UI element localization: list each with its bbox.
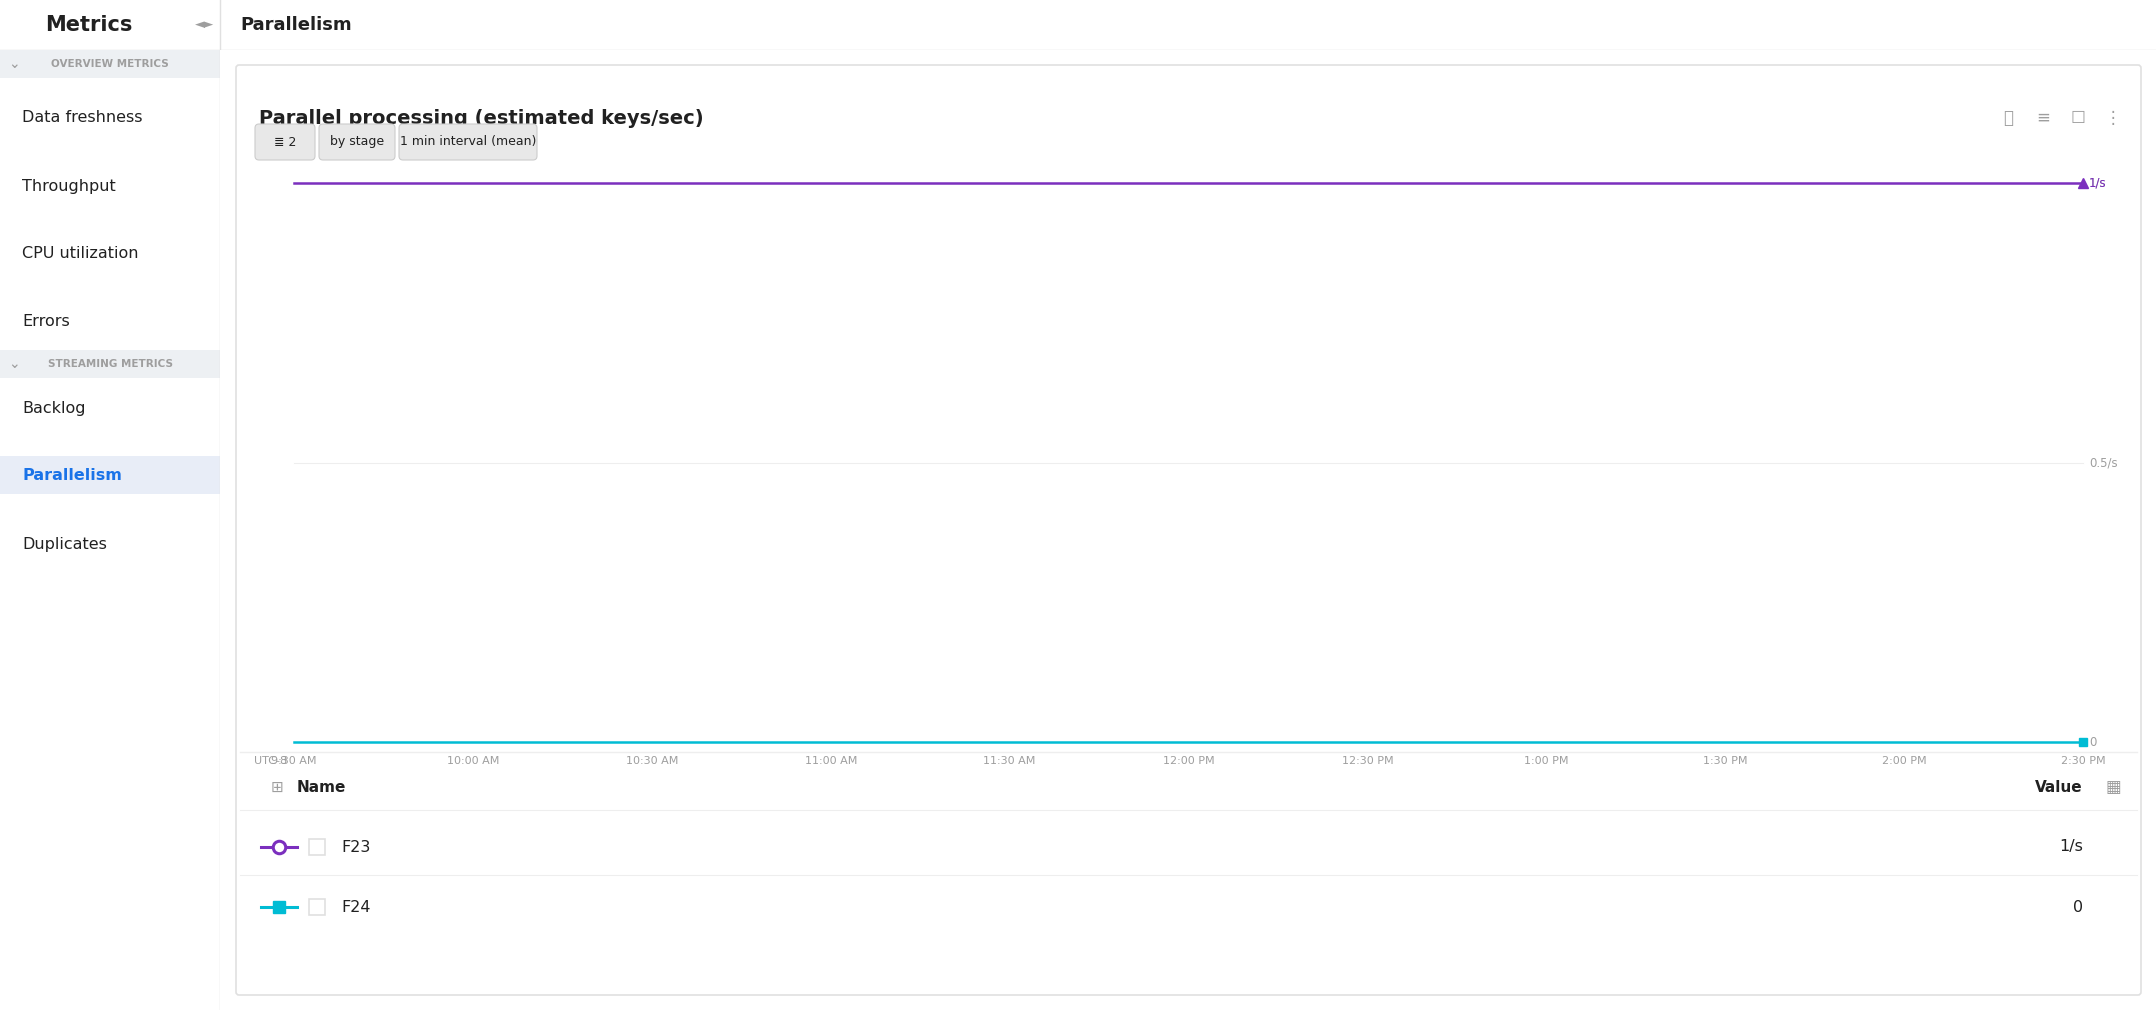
Text: Metrics: Metrics bbox=[45, 15, 132, 35]
Text: F24: F24 bbox=[341, 900, 371, 914]
Text: 1:30 PM: 1:30 PM bbox=[1703, 756, 1749, 766]
FancyBboxPatch shape bbox=[399, 124, 537, 160]
Text: 10:30 AM: 10:30 AM bbox=[625, 756, 677, 766]
Text: 10:00 AM: 10:00 AM bbox=[446, 756, 498, 766]
FancyBboxPatch shape bbox=[319, 124, 395, 160]
Text: 11:00 AM: 11:00 AM bbox=[804, 756, 856, 766]
Text: 0: 0 bbox=[2089, 735, 2096, 748]
Text: 🔍: 🔍 bbox=[2003, 109, 2014, 127]
Text: ⋮: ⋮ bbox=[2104, 109, 2122, 127]
Text: 2:30 PM: 2:30 PM bbox=[2061, 756, 2104, 766]
Text: ⊞: ⊞ bbox=[272, 780, 282, 795]
Text: 1/s: 1/s bbox=[2059, 839, 2083, 854]
Bar bbox=[0, 50, 220, 78]
Text: Errors: Errors bbox=[22, 314, 69, 329]
Text: ⌄: ⌄ bbox=[9, 57, 19, 71]
Bar bbox=[308, 839, 326, 855]
Text: Throughput: Throughput bbox=[22, 179, 116, 194]
Text: UTC-8: UTC-8 bbox=[254, 756, 287, 766]
Text: Parallelism: Parallelism bbox=[239, 16, 351, 34]
Bar bbox=[0, 350, 220, 378]
Text: Parallel processing (estimated keys/sec): Parallel processing (estimated keys/sec) bbox=[259, 108, 703, 127]
Text: ≡: ≡ bbox=[2035, 109, 2050, 127]
Text: 0: 0 bbox=[2072, 900, 2083, 914]
Text: Duplicates: Duplicates bbox=[22, 536, 108, 551]
Text: ☐: ☐ bbox=[2070, 109, 2085, 127]
Bar bbox=[0, 456, 220, 494]
Text: STREAMING METRICS: STREAMING METRICS bbox=[47, 359, 172, 369]
Text: 1/s: 1/s bbox=[2089, 177, 2106, 190]
Text: 12:00 PM: 12:00 PM bbox=[1162, 756, 1214, 766]
Text: Data freshness: Data freshness bbox=[22, 110, 142, 125]
Text: 11:30 AM: 11:30 AM bbox=[983, 756, 1035, 766]
Text: 9:30 AM: 9:30 AM bbox=[272, 756, 317, 766]
Text: CPU utilization: CPU utilization bbox=[22, 246, 138, 262]
Text: 1/s: 1/s bbox=[2089, 177, 2106, 190]
Text: Parallelism: Parallelism bbox=[22, 469, 123, 484]
Text: 2:00 PM: 2:00 PM bbox=[1882, 756, 1927, 766]
Text: ▦: ▦ bbox=[2104, 778, 2122, 796]
Text: ◄►: ◄► bbox=[196, 18, 216, 31]
FancyBboxPatch shape bbox=[235, 65, 2141, 995]
Text: ≣ 2: ≣ 2 bbox=[274, 135, 295, 148]
Text: ⌄: ⌄ bbox=[9, 357, 19, 371]
Text: 1 min interval (mean): 1 min interval (mean) bbox=[399, 135, 537, 148]
Text: 12:30 PM: 12:30 PM bbox=[1341, 756, 1393, 766]
Text: Name: Name bbox=[298, 780, 347, 795]
Text: 0.5/s: 0.5/s bbox=[2089, 456, 2117, 469]
Text: by stage: by stage bbox=[330, 135, 384, 148]
Text: 1:00 PM: 1:00 PM bbox=[1524, 756, 1570, 766]
Text: OVERVIEW METRICS: OVERVIEW METRICS bbox=[52, 59, 168, 69]
Text: Backlog: Backlog bbox=[22, 401, 86, 415]
Text: F23: F23 bbox=[341, 839, 371, 854]
Text: Value: Value bbox=[2035, 780, 2083, 795]
FancyBboxPatch shape bbox=[254, 124, 315, 160]
Bar bbox=[308, 899, 326, 915]
